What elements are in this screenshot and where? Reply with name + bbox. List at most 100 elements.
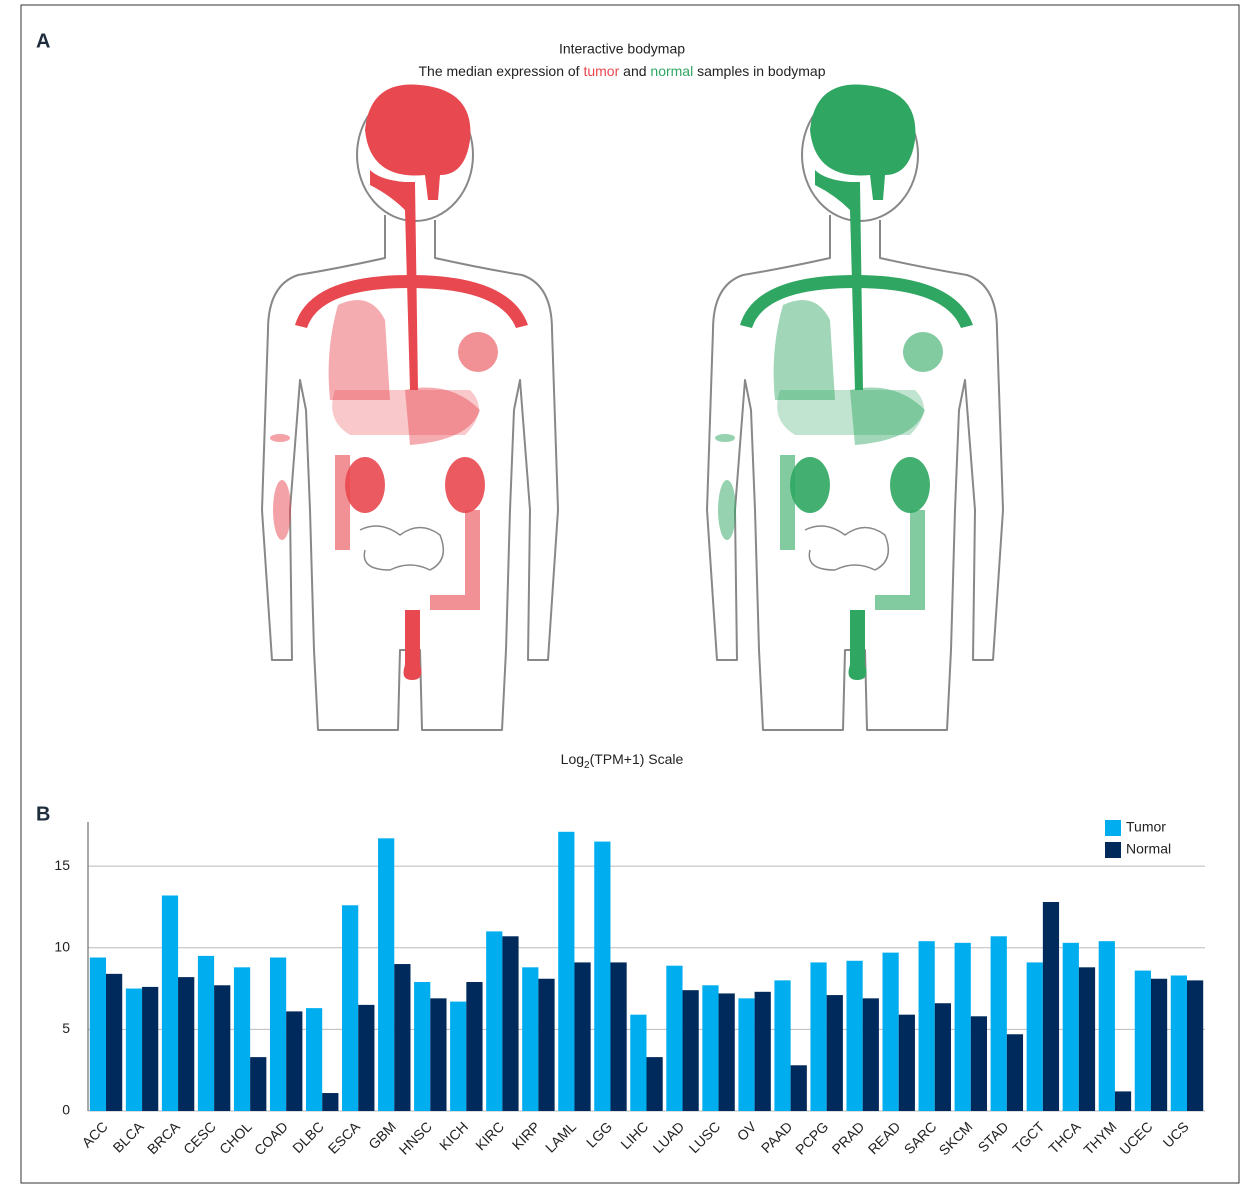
x-tick-label: KIRC [472, 1118, 507, 1153]
bar [702, 985, 719, 1111]
bar [269, 957, 287, 1111]
x-tick-label: BRCA [144, 1118, 183, 1157]
bar [594, 841, 611, 1111]
legend-label: Tumor [1126, 819, 1166, 835]
subtitle-text: The median expression of [418, 63, 579, 79]
bar [610, 962, 627, 1111]
bar [1150, 978, 1168, 1111]
bar [233, 967, 251, 1111]
x-tick-label: BLCA [110, 1118, 148, 1156]
bar [250, 1057, 267, 1111]
bar [1186, 980, 1204, 1111]
bar [358, 1004, 375, 1111]
bar [790, 1065, 807, 1111]
x-tick-label: CESC [180, 1118, 219, 1157]
x-tick-label: UCS [1160, 1118, 1192, 1150]
bar [466, 982, 483, 1111]
scale-subscript: 2 [584, 760, 590, 771]
bar [918, 941, 935, 1111]
x-tick-label: THYM [1080, 1118, 1119, 1157]
bar [342, 905, 359, 1111]
x-tick-label: PRAD [829, 1118, 868, 1157]
x-tick-label: ESCA [325, 1118, 364, 1157]
tumor-word: tumor [583, 63, 619, 79]
subtitle-text: and [623, 63, 646, 79]
x-tick-label: KICH [436, 1118, 471, 1153]
x-tick-label: SKCM [936, 1118, 976, 1158]
x-tick-label: READ [865, 1118, 904, 1157]
bar [378, 838, 395, 1111]
bodymap-title: Interactive bodymap [559, 41, 685, 57]
bar [934, 1003, 951, 1111]
bar [954, 942, 971, 1111]
bar [305, 1008, 323, 1111]
legend-label: Normal [1126, 841, 1171, 857]
bar [394, 964, 411, 1111]
bar [197, 955, 215, 1111]
x-tick-label: THCA [1045, 1118, 1084, 1157]
bar [1062, 942, 1079, 1111]
bar [1098, 941, 1115, 1111]
y-tick-label: 15 [54, 857, 70, 873]
x-tick-label: LIHC [617, 1118, 651, 1152]
x-tick-label: SARC [901, 1118, 940, 1157]
bar [1006, 1034, 1024, 1111]
bar [89, 957, 107, 1111]
x-tick-label: PCPG [792, 1118, 831, 1157]
x-tick-label: ACC [79, 1118, 111, 1150]
normal-bodymap [706, 83, 1004, 731]
bar [486, 931, 503, 1111]
bar [846, 960, 863, 1111]
bar [1114, 1091, 1132, 1111]
x-tick-label: UCEC [1116, 1118, 1155, 1157]
bar [1026, 962, 1043, 1111]
x-tick-label: STAD [975, 1118, 1012, 1155]
x-tick-label: CHOL [216, 1118, 255, 1157]
bar [718, 993, 735, 1111]
x-tick-label: LGG [583, 1118, 615, 1150]
bar [106, 973, 123, 1111]
bar [630, 1014, 647, 1111]
tumor-bodymap [261, 83, 559, 731]
panel-label: B [36, 803, 50, 825]
bar [286, 1011, 303, 1111]
bar [826, 995, 843, 1111]
bar [682, 990, 699, 1111]
scale-text: (TPM+1) Scale [590, 751, 684, 767]
y-tick-label: 5 [62, 1020, 70, 1036]
bar [970, 1016, 988, 1111]
bar [558, 831, 575, 1111]
bar [1078, 967, 1096, 1111]
bar [1170, 975, 1187, 1111]
panel-label: A [36, 30, 50, 52]
bar [774, 980, 791, 1111]
bar [754, 991, 771, 1111]
bar [862, 998, 879, 1111]
bar [322, 1093, 339, 1111]
bar [430, 998, 447, 1111]
y-tick-label: 0 [62, 1102, 70, 1118]
bar [414, 982, 431, 1111]
bar [450, 1001, 467, 1111]
x-tick-label: KIRP [509, 1118, 543, 1152]
legend-swatch [1105, 820, 1121, 836]
bar [142, 986, 159, 1111]
bar [990, 936, 1007, 1111]
bar [738, 998, 755, 1111]
x-tick-label: HNSC [396, 1118, 435, 1157]
x-tick-label: DLBC [289, 1118, 327, 1156]
normal-word: normal [650, 63, 693, 79]
x-tick-label: COAD [251, 1118, 291, 1158]
bar [810, 962, 827, 1111]
x-tick-label: LUSC [686, 1118, 724, 1156]
bar [1134, 970, 1151, 1111]
scale-label: Log2(TPM+1) Scale [561, 751, 684, 771]
x-tick-label: OV [734, 1118, 760, 1144]
x-tick-label: PAAD [758, 1118, 796, 1156]
legend-swatch [1105, 842, 1121, 858]
x-tick-label: TGCT [1009, 1118, 1048, 1157]
bar [666, 965, 683, 1111]
frame [20, 4, 1240, 1184]
bar [214, 985, 231, 1111]
